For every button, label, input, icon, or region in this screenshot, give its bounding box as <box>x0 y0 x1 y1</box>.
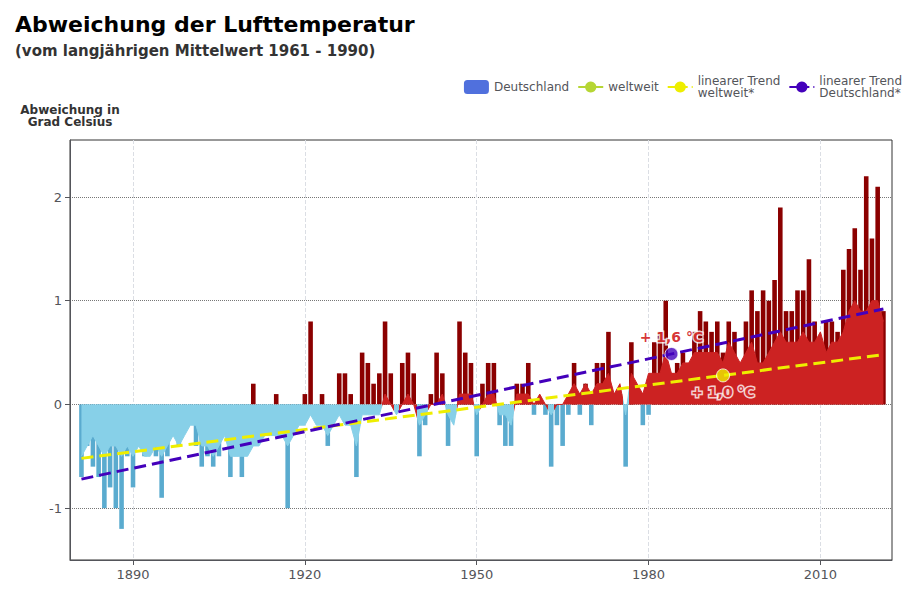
svg-text:weltweit*: weltweit* <box>698 86 754 100</box>
svg-text:Abweichung in: Abweichung in <box>20 103 120 117</box>
svg-text:Grad Celsius: Grad Celsius <box>28 115 113 129</box>
svg-text:1890: 1890 <box>116 567 149 582</box>
svg-text:2010: 2010 <box>804 567 837 582</box>
svg-text:linearer Trend: linearer Trend <box>697 74 781 88</box>
svg-text:1: 1 <box>54 293 62 308</box>
svg-text:0: 0 <box>54 397 62 412</box>
svg-text:1920: 1920 <box>288 567 321 582</box>
svg-text:1950: 1950 <box>460 567 493 582</box>
svg-text:-1: -1 <box>49 501 62 516</box>
svg-text:+ 1,0 °C: + 1,0 °C <box>691 384 755 400</box>
svg-text:linearer Trend: linearer Trend <box>819 74 902 88</box>
svg-text:Deutschland: Deutschland <box>494 80 569 94</box>
svg-text:weltweit: weltweit <box>608 80 659 94</box>
svg-text:(vom langjährigen Mittelwert 1: (vom langjährigen Mittelwert 1961 - 1990… <box>15 42 375 60</box>
svg-text:+ 1,6 °C: + 1,6 °C <box>640 329 704 345</box>
svg-text:1980: 1980 <box>632 567 665 582</box>
svg-text:Deutschland*: Deutschland* <box>819 86 900 100</box>
svg-text:2: 2 <box>54 190 62 205</box>
svg-text:Abweichung der Lufttemperatur: Abweichung der Lufttemperatur <box>15 12 415 37</box>
